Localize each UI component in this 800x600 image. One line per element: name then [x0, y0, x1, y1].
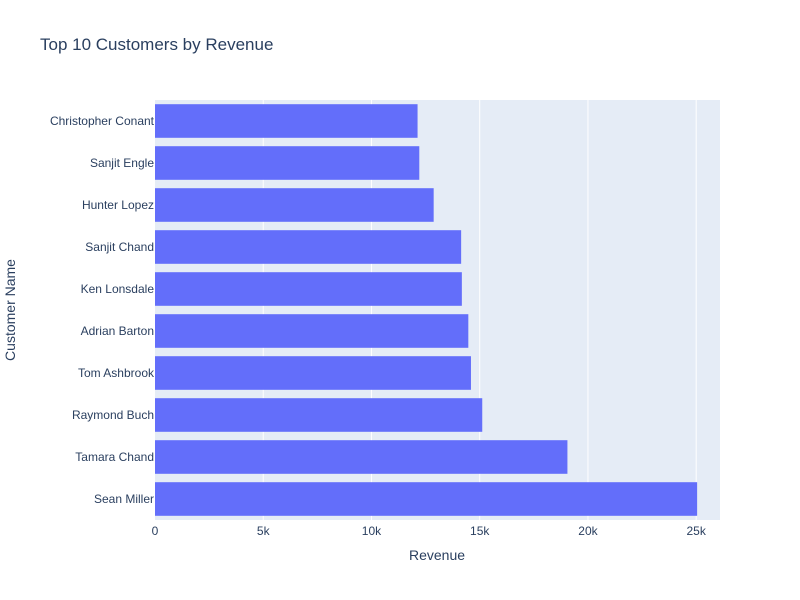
- y-tick-label: Tamara Chand: [75, 450, 154, 464]
- chart-title: Top 10 Customers by Revenue: [40, 35, 273, 54]
- x-tick-label: 0: [152, 524, 159, 538]
- x-tick-labels: 0 5k 10k 15k 20k 25k: [152, 524, 707, 538]
- x-tick-label: 25k: [687, 524, 707, 538]
- bar: [155, 440, 568, 474]
- bar: [155, 314, 469, 348]
- x-tick-label: 20k: [578, 524, 598, 538]
- y-tick-labels: Sean Miller Tamara Chand Raymond Buch Tom A…: [50, 114, 155, 506]
- bars: [155, 104, 698, 516]
- x-tick-label: 5k: [257, 524, 271, 538]
- y-tick-label: Christopher Conant: [50, 114, 155, 128]
- y-tick-label: Raymond Buch: [72, 408, 154, 422]
- x-tick-label: 15k: [470, 524, 490, 538]
- y-tick-label: Ken Lonsdale: [81, 282, 155, 296]
- y-axis-title: Customer Name: [2, 259, 18, 361]
- y-tick-label: Sean Miller: [94, 492, 154, 506]
- bar: [155, 146, 420, 180]
- x-tick-label: 10k: [362, 524, 382, 538]
- bar: [155, 104, 418, 138]
- y-tick-label: Tom Ashbrook: [78, 366, 155, 380]
- y-tick-label: Sanjit Engle: [90, 156, 154, 170]
- y-tick-label: Adrian Barton: [81, 324, 154, 338]
- bar: [155, 188, 434, 222]
- bar: [155, 230, 462, 264]
- bar: [155, 356, 471, 390]
- bar: [155, 272, 462, 306]
- y-tick-label: Sanjit Chand: [85, 240, 154, 254]
- x-axis-title: Revenue: [409, 547, 465, 563]
- y-tick-label: Hunter Lopez: [82, 198, 154, 212]
- bar: [155, 398, 483, 432]
- bar: [155, 482, 698, 516]
